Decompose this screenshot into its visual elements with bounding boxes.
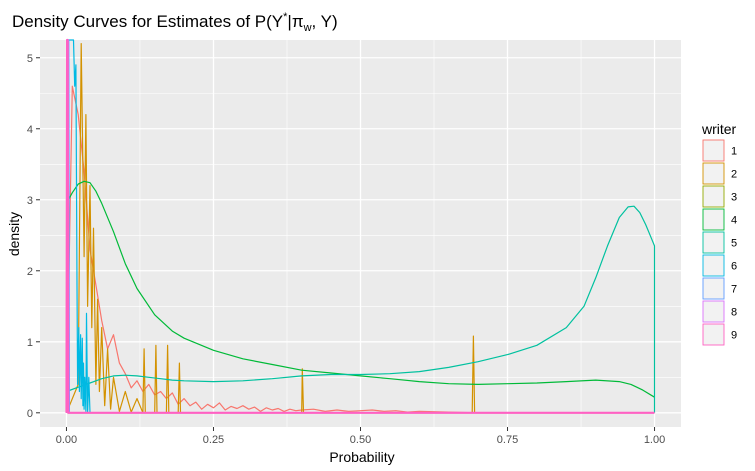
x-tick-label: 0.25 <box>203 434 224 446</box>
x-tick-label: 0.75 <box>497 434 518 446</box>
legend-label-2: 2 <box>731 169 737 181</box>
legend-label-1: 1 <box>731 146 737 158</box>
legend-key-6 <box>702 254 725 277</box>
legend-key-1 <box>702 139 725 162</box>
series-line-9 <box>65 38 655 414</box>
title-sub: w <box>303 22 312 34</box>
x-tick-label: 0.00 <box>56 434 77 446</box>
series-line-4 <box>65 180 655 398</box>
legend-label-8: 8 <box>731 307 737 319</box>
x-axis-title: Probability <box>329 449 394 465</box>
legend-label-3: 3 <box>731 192 737 204</box>
legend-key-2 <box>702 162 725 185</box>
y-tick-label: 2 <box>27 266 33 278</box>
y-tick-label: 4 <box>27 124 33 136</box>
y-tick-label: 1 <box>27 337 33 349</box>
legend: writer 1 2 3 4 5 6 7 8 9 <box>701 121 737 346</box>
legend-label-7: 7 <box>731 284 737 296</box>
legend-label-5: 5 <box>731 238 737 250</box>
legend-key-7 <box>702 277 725 300</box>
series-line-6 <box>66 39 655 414</box>
legend-label-4: 4 <box>731 215 737 227</box>
title-prefix: Density Curves for Estimates of P(Y <box>12 12 283 31</box>
legend-key-9 <box>702 323 725 346</box>
title-suffix: , Y) <box>312 12 338 31</box>
legend-label-9: 9 <box>731 330 737 342</box>
legend-title: writer <box>701 121 737 137</box>
legend-key-5 <box>702 231 725 254</box>
y-tick-label: 5 <box>27 53 33 65</box>
legend-label-6: 6 <box>731 261 737 273</box>
series-line-1 <box>65 85 655 414</box>
series-layer <box>65 38 656 414</box>
legend-key-3 <box>702 185 725 208</box>
axis-layer: 0.00 0.25 0.50 0.75 1.00 0 1 2 3 4 5 <box>27 53 665 446</box>
y-tick-label: 3 <box>27 195 33 207</box>
legend-key-8 <box>702 300 725 323</box>
title-middle: |π <box>287 12 303 31</box>
legend-key-4 <box>702 208 725 231</box>
chart-title: Density Curves for Estimates of P(Y*|πw,… <box>12 11 338 34</box>
y-axis-title: density <box>6 212 22 256</box>
x-tick-label: 0.50 <box>350 434 371 446</box>
x-tick-label: 1.00 <box>644 434 665 446</box>
series-line-5 <box>66 205 656 413</box>
y-tick-label: 0 <box>27 408 33 420</box>
title-sup: * <box>283 11 288 23</box>
